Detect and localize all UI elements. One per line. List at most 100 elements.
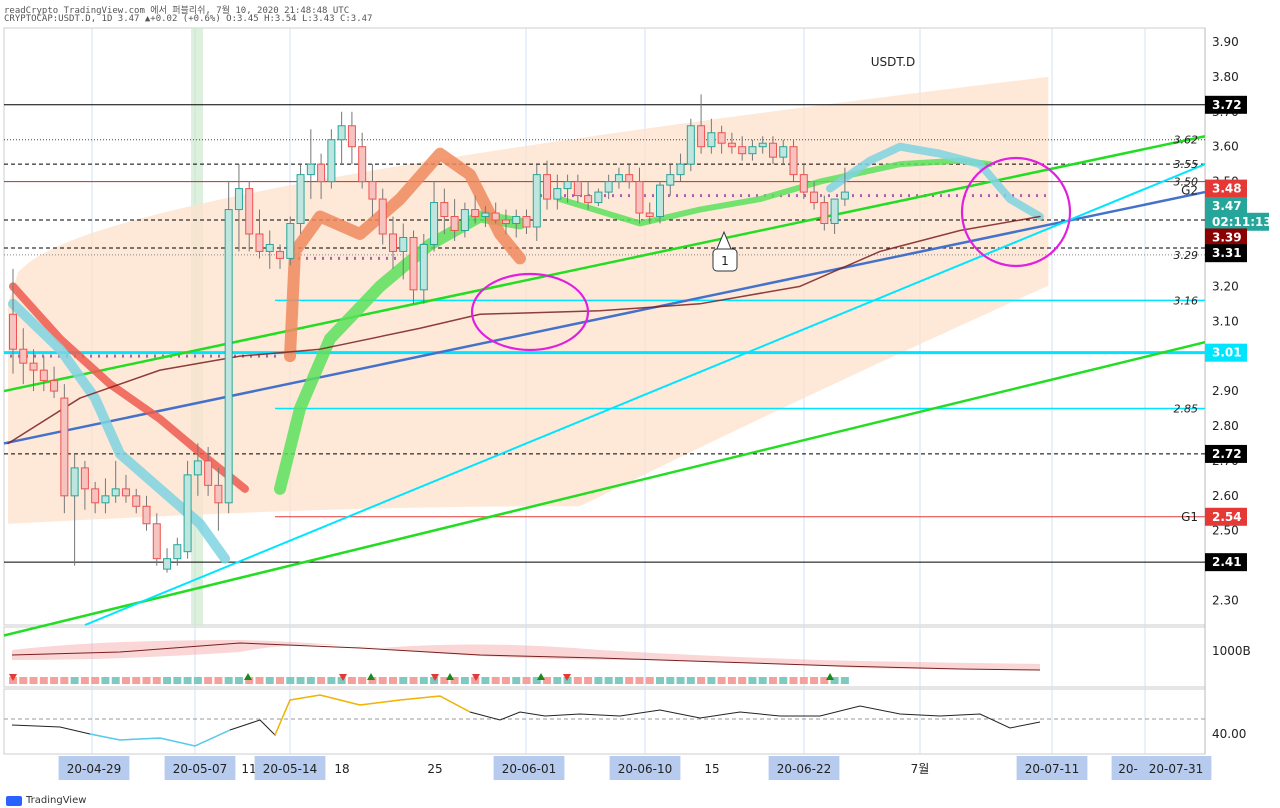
candle	[625, 174, 634, 183]
volume-bar	[697, 677, 706, 684]
volume-bar	[471, 677, 480, 684]
trendline-green-lower	[3, 340, 1206, 637]
candle	[656, 184, 665, 218]
candle	[645, 212, 654, 218]
price-tag	[1205, 95, 1247, 114]
signal-down-arrow-icon	[431, 674, 439, 681]
signal-up-arrow-icon	[446, 673, 454, 680]
candle	[234, 188, 243, 211]
date-label: 20-04-29	[67, 762, 121, 776]
candle	[810, 191, 819, 204]
candle	[296, 174, 305, 225]
volume-bar	[193, 677, 202, 684]
volume-bar	[645, 677, 654, 684]
callout-label: 1	[721, 254, 729, 268]
volume-bar	[152, 677, 161, 684]
volume-bar	[532, 677, 541, 684]
candle	[255, 233, 264, 252]
chart-title: USDT.D	[871, 55, 916, 69]
date-label: 11	[241, 762, 256, 776]
price-tick-label: 2.50	[1212, 524, 1239, 538]
candle	[183, 474, 192, 553]
candle	[173, 544, 182, 560]
candle	[768, 142, 777, 158]
rsi-axis-label: 40.00	[1212, 727, 1246, 741]
volume-bar	[50, 677, 59, 684]
candle	[378, 198, 387, 235]
candle	[214, 484, 223, 504]
candle	[132, 495, 141, 507]
candle	[19, 348, 28, 364]
trendline-cyan	[84, 163, 1206, 626]
candle	[594, 191, 603, 204]
candle	[204, 460, 213, 486]
candle	[80, 467, 89, 490]
volume-bar	[327, 677, 336, 684]
candle	[347, 125, 356, 148]
ma-line-long	[7, 215, 1041, 445]
level-label: 2.85	[1174, 403, 1199, 416]
volume-bar	[173, 677, 182, 684]
volume-bar	[265, 677, 274, 684]
volume-bar	[388, 677, 397, 684]
volume-bar	[625, 677, 634, 684]
volume-bar	[214, 677, 223, 684]
volume-bar	[70, 677, 79, 684]
date-tag	[58, 756, 130, 780]
candle	[60, 397, 69, 497]
candle	[276, 250, 285, 259]
date-label: 20-05-07	[173, 762, 227, 776]
candle	[419, 243, 428, 291]
signal-down-arrow-icon	[9, 674, 17, 681]
candle	[573, 181, 582, 197]
price-tag-label: 2.54	[1212, 510, 1242, 524]
tradingview-brand: TradingView	[26, 795, 87, 806]
volume-bar	[19, 677, 28, 684]
volume-bar	[163, 677, 172, 684]
volume-bar	[799, 677, 808, 684]
volume-bar	[255, 677, 264, 684]
level-code-label: G1	[1181, 510, 1198, 524]
candle	[820, 202, 829, 225]
candle	[286, 223, 295, 259]
candle	[111, 488, 120, 497]
candle	[450, 216, 459, 231]
ma-ribbon-orange	[284, 147, 526, 363]
candle	[224, 209, 233, 504]
price-tick-label: 3.90	[1212, 35, 1239, 49]
volume-bar	[91, 677, 100, 684]
candle	[501, 219, 510, 225]
volume-bar	[840, 677, 849, 684]
candle	[29, 362, 38, 371]
tradingview-footer: TradingView	[6, 795, 86, 806]
candle	[758, 142, 767, 148]
volume-bar	[419, 677, 428, 684]
price-tag	[1205, 197, 1247, 216]
date-label: 7월	[911, 762, 930, 776]
candle	[789, 146, 798, 176]
volume-bar	[368, 677, 377, 684]
candle	[388, 233, 397, 252]
price-tick-label: 3.80	[1212, 70, 1239, 84]
price-tick-label: 3.10	[1212, 314, 1239, 328]
candle	[717, 132, 726, 144]
price-tick-label: 2.60	[1212, 489, 1239, 503]
volume-bar	[430, 677, 439, 684]
date-tag	[493, 756, 565, 780]
candle	[686, 125, 695, 165]
price-tag-label: 3.01	[1212, 346, 1242, 360]
date-label: 20-	[1118, 762, 1138, 776]
volume-bar	[676, 677, 685, 684]
ma-ribbon-red	[9, 282, 249, 493]
price-tick-label: 3.20	[1212, 279, 1239, 293]
price-tag	[1205, 212, 1269, 231]
signal-down-arrow-icon	[339, 674, 347, 681]
candle	[317, 163, 326, 183]
date-label: 20-06-22	[777, 762, 831, 776]
candle	[152, 523, 161, 560]
candle	[635, 181, 644, 214]
candle	[748, 146, 757, 155]
volume-bar	[29, 677, 38, 684]
price-tag	[1205, 179, 1247, 198]
